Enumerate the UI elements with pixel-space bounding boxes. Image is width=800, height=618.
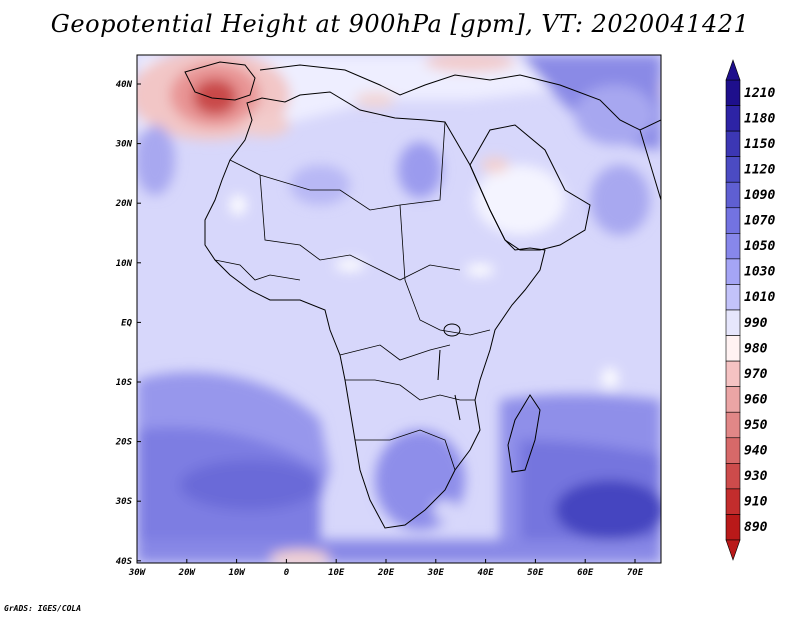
lon-tick-label: 30E bbox=[427, 568, 445, 578]
lat-tick-label: 40S bbox=[116, 557, 133, 567]
lon-tick-label: 10E bbox=[328, 568, 345, 578]
colorbar-segment bbox=[725, 207, 741, 234]
colorbar-segment bbox=[725, 360, 741, 387]
lon-tick-label: 0 bbox=[284, 568, 290, 578]
lon-tick-label: 50E bbox=[527, 568, 544, 578]
latitude-axis: 40N 30N 20N 10N EQ 10S 20S 30S 40S bbox=[115, 80, 141, 567]
colorbar-segment bbox=[725, 233, 741, 260]
lon-tick-label: 10W bbox=[228, 568, 246, 578]
colorbar-level-label: 940 bbox=[744, 444, 768, 459]
colorbar: 1210 1180 1150 1120 1090 1070 1050 1030 1010 990 9… bbox=[725, 59, 775, 561]
colorbar-segment bbox=[725, 309, 741, 336]
lat-tick-label: 10N bbox=[116, 259, 133, 269]
colorbar-segment bbox=[725, 156, 741, 183]
colorbar-level-label: 1150 bbox=[744, 137, 775, 152]
lon-tick-label: 70E bbox=[627, 568, 644, 578]
lon-tick-label: 40E bbox=[477, 568, 494, 578]
lon-tick-label: 20W bbox=[178, 568, 197, 578]
colorbar-segment bbox=[725, 514, 741, 541]
colorbar-level-label: 950 bbox=[744, 418, 768, 433]
plot-frame bbox=[136, 54, 662, 564]
lat-tick-label: 20N bbox=[115, 199, 133, 209]
colorbar-bottom-arrow bbox=[725, 539, 741, 561]
colorbar-level-label: 890 bbox=[744, 520, 768, 535]
colorbar-segment bbox=[725, 258, 741, 285]
colorbar-top-arrow bbox=[725, 59, 741, 81]
lat-tick-label: 30N bbox=[115, 140, 133, 150]
lon-tick-label: 20E bbox=[377, 568, 395, 578]
height-field bbox=[137, 55, 661, 563]
colorbar-segment bbox=[725, 105, 741, 132]
lat-tick-label: 40N bbox=[116, 80, 133, 90]
grads-credit: GrADS: IGES/COLA bbox=[4, 604, 82, 613]
colorbar-level-label: 990 bbox=[744, 316, 768, 331]
colorbar-level-label: 910 bbox=[744, 495, 768, 510]
lon-tick-label: 30W bbox=[128, 568, 147, 578]
colorbar-segment bbox=[725, 386, 741, 413]
colorbar-level-label: 1050 bbox=[744, 239, 775, 254]
lat-tick-label: 20S bbox=[115, 438, 133, 448]
coastlines bbox=[184, 61, 661, 529]
lat-tick-label: EQ bbox=[121, 318, 132, 328]
lat-tick-label: 30S bbox=[115, 497, 133, 507]
colorbar-level-label: 960 bbox=[744, 392, 768, 407]
colorbar-level-label: 1090 bbox=[744, 188, 775, 203]
colorbar-segment bbox=[725, 335, 741, 362]
colorbar-segment bbox=[725, 284, 741, 311]
colorbar-level-label: 1210 bbox=[744, 86, 775, 101]
colorbar-level-label: 980 bbox=[744, 341, 768, 356]
colorbar-segment bbox=[725, 181, 741, 209]
colorbar-level-label: 1120 bbox=[744, 162, 775, 177]
colorbar-level-label: 1010 bbox=[744, 290, 775, 305]
colorbar-segment bbox=[725, 488, 741, 515]
colorbar-level-label: 1070 bbox=[744, 214, 775, 229]
colorbar-segment bbox=[725, 463, 741, 490]
colorbar-level-label: 1180 bbox=[744, 111, 775, 126]
map-title: Geopotential Height at 900hPa [gpm], VT:… bbox=[50, 10, 750, 38]
lat-tick-label: 10S bbox=[116, 378, 133, 388]
colorbar-segment bbox=[725, 130, 741, 157]
colorbar-segment bbox=[725, 79, 741, 106]
colorbar-segment bbox=[725, 411, 741, 439]
longitude-axis: 30W 20W 10W 0 10E 20E 30E 40E 50E 60E 70E bbox=[128, 559, 644, 578]
colorbar-level-label: 970 bbox=[744, 367, 768, 382]
colorbar-level-label: 930 bbox=[744, 469, 768, 484]
colorbar-level-label: 1030 bbox=[744, 265, 775, 280]
lon-tick-label: 60E bbox=[577, 568, 594, 578]
colorbar-segment bbox=[725, 437, 741, 464]
